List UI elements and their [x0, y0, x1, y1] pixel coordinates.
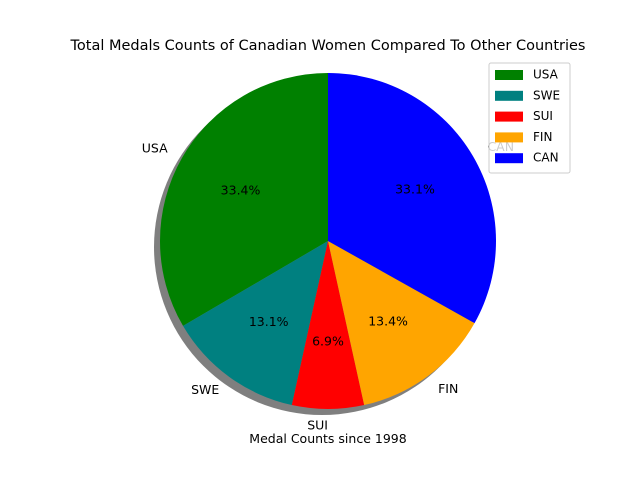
- legend-label-fin: FIN: [533, 130, 552, 144]
- percent-label-swe: 13.1%: [249, 314, 289, 329]
- pie-slice-usa: [160, 73, 328, 326]
- legend-swatch-swe: [495, 90, 523, 101]
- pie-slice-swe: [183, 241, 328, 406]
- percent-label-fin: 13.4%: [368, 313, 408, 328]
- legend-label-can: CAN: [533, 151, 559, 165]
- pie-slice-can: [328, 73, 496, 324]
- legend-label-swe: SWE: [533, 88, 560, 102]
- legend-box: [488, 62, 571, 174]
- x-axis-label: Medal Counts since 1998: [249, 431, 406, 446]
- pie-slice-sui: [291, 241, 365, 409]
- legend-swatch-can: [495, 153, 523, 164]
- chart-title: Total Medals Counts of Canadian Women Co…: [70, 38, 586, 54]
- slice-label-usa: USA: [142, 141, 168, 156]
- slice-label-fin: FIN: [438, 381, 458, 396]
- legend-swatch-fin: [495, 132, 523, 143]
- percent-label-sui: 6.9%: [312, 333, 344, 348]
- legend-label-usa: USA: [533, 68, 559, 82]
- pie-slices: [160, 73, 496, 409]
- pie-slice-fin: [328, 241, 475, 406]
- slice-label-sui: SUI: [307, 417, 328, 432]
- legend-swatch-usa: [495, 70, 523, 80]
- legend-label-sui: SUI: [533, 109, 553, 123]
- legend-swatch-sui: [495, 111, 523, 122]
- percent-label-can: 33.1%: [395, 182, 435, 197]
- percent-label-usa: 33.4%: [221, 182, 261, 197]
- slice-label-swe: SWE: [191, 382, 219, 397]
- legend: USA SWE SUI FIN CAN: [488, 62, 571, 174]
